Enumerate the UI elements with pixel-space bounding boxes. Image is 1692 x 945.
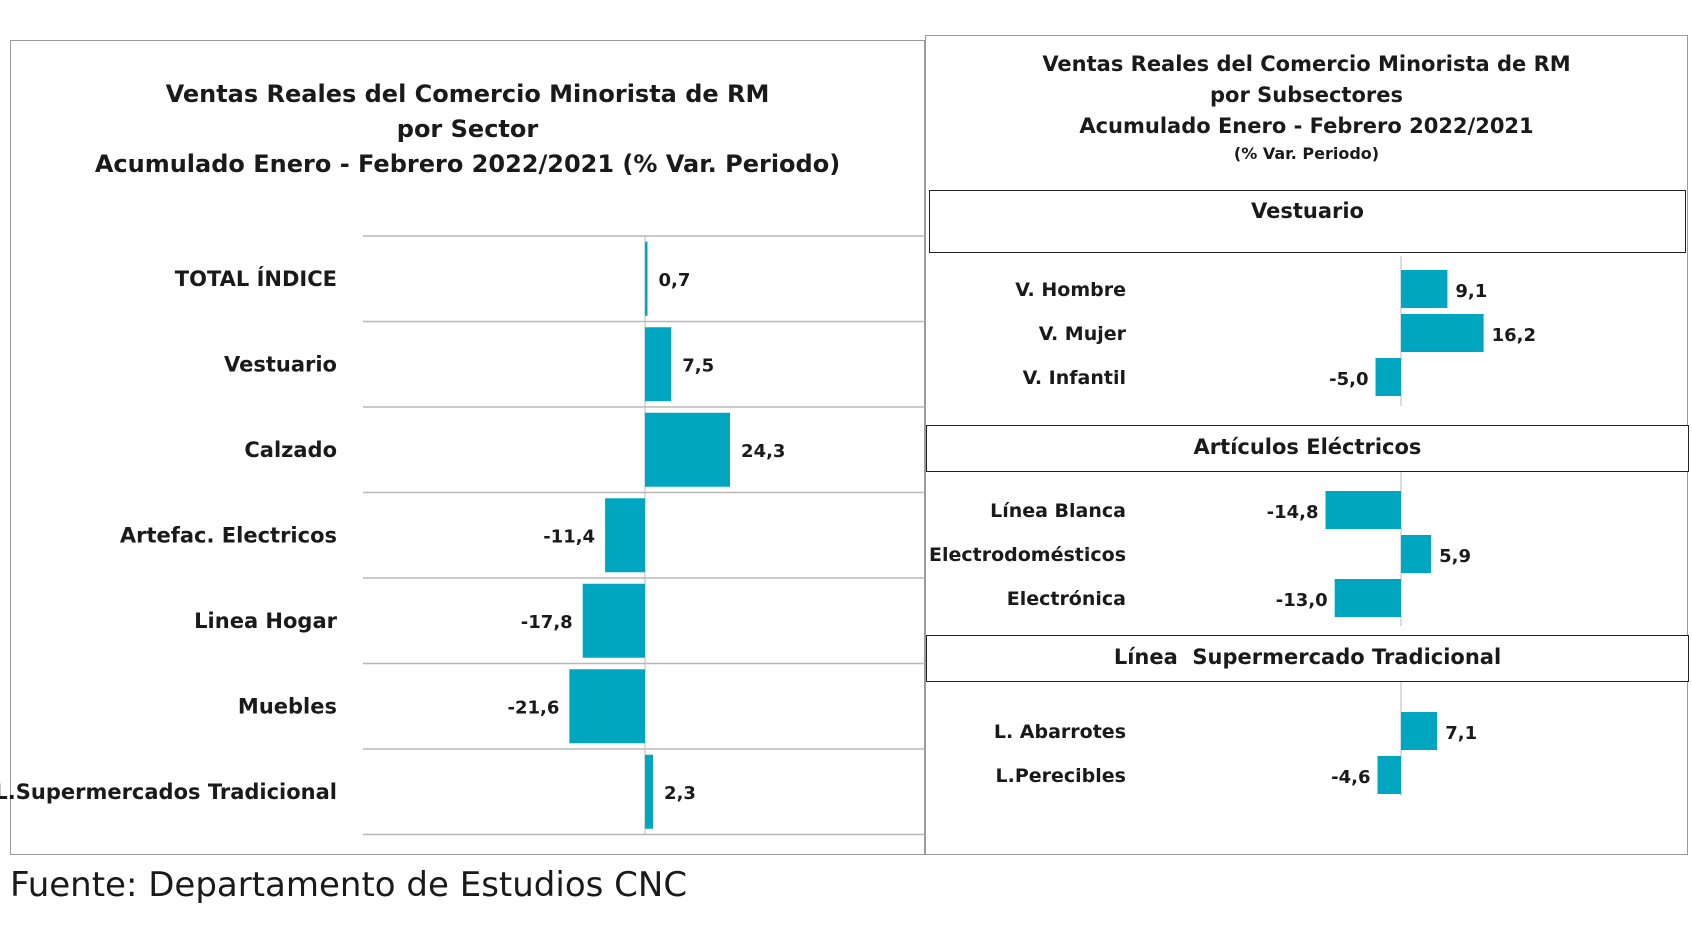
bar bbox=[1375, 358, 1401, 396]
bar bbox=[645, 754, 654, 829]
data-label: 7,5 bbox=[682, 355, 714, 376]
category-label: Calzado bbox=[244, 438, 337, 462]
category-label: V. Hombre bbox=[1015, 279, 1126, 301]
sector-chart-panel: Ventas Reales del Comercio Minorista de … bbox=[0, 40, 926, 855]
data-label: 5,9 bbox=[1439, 546, 1471, 567]
bar bbox=[605, 498, 645, 573]
data-label: 7,1 bbox=[1445, 723, 1477, 744]
group-header-articulos-electricos: Artículos Eléctricos bbox=[926, 425, 1689, 472]
subsector-bar-chart: V. Hombre 9,1 V. Mujer 16,2 V. Infantil -5,0 L… bbox=[929, 256, 1536, 796]
category-label: Vestuario bbox=[224, 352, 337, 376]
bar bbox=[645, 412, 731, 487]
sector-chart-title-line-3: Acumulado Enero - Febrero 2022/2021 (% V… bbox=[94, 150, 841, 178]
bar bbox=[582, 583, 645, 658]
bar bbox=[645, 327, 672, 402]
subsector-chart-title: Ventas Reales del Comercio Minorista de … bbox=[926, 49, 1687, 166]
category-label: Muebles bbox=[238, 694, 337, 718]
category-label: Linea Hogar bbox=[194, 609, 337, 633]
subsector-chart-subtitle: (% Var. Periodo) bbox=[1233, 144, 1380, 163]
bar bbox=[645, 241, 648, 316]
bar bbox=[1325, 491, 1401, 529]
group-header-supermercado: Línea Supermercado Tradicional bbox=[926, 635, 1689, 682]
source-note: Fuente: Departamento de Estudios CNC bbox=[10, 865, 688, 905]
data-label: 9,1 bbox=[1455, 281, 1487, 302]
data-label: -11,4 bbox=[543, 526, 595, 547]
sector-bar-chart: TOTAL ÍNDICE 0,7 Vestuario 7,5 Calzado 24,3 Ar… bbox=[0, 235, 926, 836]
data-label: 24,3 bbox=[741, 441, 785, 462]
subsector-chart-panel: Ventas Reales del Comercio Minorista de … bbox=[925, 35, 1689, 855]
category-label: L. Abarrotes bbox=[994, 721, 1126, 743]
bar bbox=[569, 669, 645, 744]
category-label: Artefac. Electricos bbox=[120, 523, 337, 547]
bar bbox=[1401, 270, 1448, 308]
data-label: 0,7 bbox=[659, 270, 691, 291]
data-label: -21,6 bbox=[508, 697, 560, 718]
group-header-vestuario: Vestuario bbox=[929, 190, 1686, 253]
data-label: 2,3 bbox=[664, 783, 696, 804]
subsector-chart-title-line-1: Ventas Reales del Comercio Minorista de … bbox=[1042, 52, 1571, 76]
subsector-chart-title-line-3: Acumulado Enero - Febrero 2022/2021 bbox=[1079, 114, 1534, 138]
data-label: -4,6 bbox=[1331, 767, 1370, 788]
sector-chart-title-line-1: Ventas Reales del Comercio Minorista de … bbox=[165, 80, 770, 108]
sector-chart-title-line-2: por Sector bbox=[396, 115, 539, 143]
bar bbox=[1401, 712, 1438, 750]
bar bbox=[1377, 756, 1401, 794]
data-label: -14,8 bbox=[1267, 502, 1319, 523]
category-label: Electrónica bbox=[1007, 588, 1126, 610]
category-label: TOTAL ÍNDICE bbox=[175, 266, 337, 291]
category-label: V. Infantil bbox=[1023, 367, 1126, 389]
data-label: -13,0 bbox=[1276, 590, 1328, 611]
category-label: Electrodomésticos bbox=[929, 544, 1126, 566]
data-label: 16,2 bbox=[1492, 325, 1536, 346]
category-label: V. Mujer bbox=[1039, 323, 1127, 345]
sector-chart-title: Ventas Reales del Comercio Minorista de … bbox=[11, 77, 924, 182]
subsector-chart-title-line-2: por Subsectores bbox=[1210, 83, 1403, 107]
category-label: L.Supermercados Tradicional bbox=[0, 780, 337, 804]
category-label: Línea Blanca bbox=[990, 500, 1126, 522]
bar bbox=[1401, 314, 1484, 352]
data-label: -17,8 bbox=[521, 612, 573, 633]
bar bbox=[1334, 579, 1401, 617]
bar bbox=[1401, 535, 1432, 573]
category-label: L.Perecibles bbox=[996, 765, 1126, 787]
data-label: -5,0 bbox=[1329, 369, 1368, 390]
